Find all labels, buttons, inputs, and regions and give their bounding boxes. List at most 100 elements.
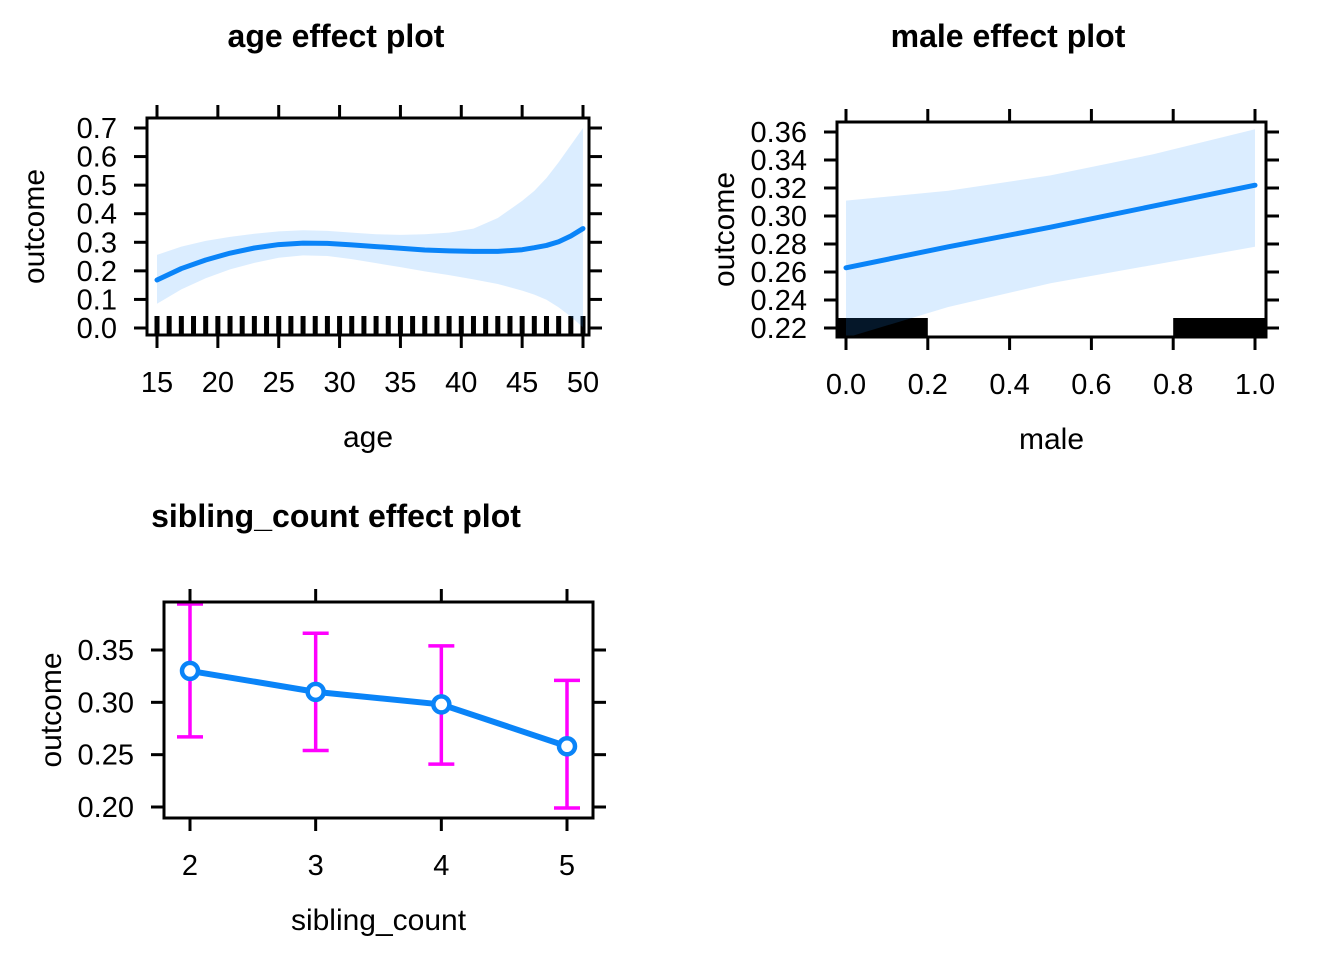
rug-tick xyxy=(580,316,586,335)
rug-tick xyxy=(178,316,184,335)
x-tick-label: 0.2 xyxy=(908,369,948,401)
age-effect-x-axis-label: age xyxy=(343,421,393,454)
male-effect-y-tick-labels: 0.220.240.260.280.300.320.340.36 xyxy=(751,117,807,345)
x-tick-label: 25 xyxy=(263,367,295,399)
sibling_count-effect-ticks xyxy=(151,589,606,831)
y-tick-label: 0.32 xyxy=(751,173,807,205)
rug-tick xyxy=(495,316,501,335)
x-tick-label: 3 xyxy=(308,850,324,882)
rug-tick xyxy=(239,316,245,335)
rug-tick xyxy=(337,316,343,335)
sibling_count-effect-fit-line xyxy=(187,667,570,750)
rug-tick xyxy=(507,316,513,335)
male-effect-ticks xyxy=(824,109,1279,350)
age-effect-y-tick-labels: 0.00.10.20.30.40.50.60.7 xyxy=(77,113,117,345)
rug-tick xyxy=(470,316,476,335)
point-marker xyxy=(556,736,578,757)
y-tick-label: 0.36 xyxy=(751,117,807,149)
rug-tick xyxy=(519,316,525,335)
rug-tick xyxy=(568,316,574,335)
rug-tick xyxy=(458,316,464,335)
rug-tick xyxy=(203,316,209,335)
age-effect-y-axis-label: outcome xyxy=(18,169,51,284)
y-tick-label: 0.25 xyxy=(78,740,134,772)
sibling_count-effect-x-axis-label: sibling_count xyxy=(291,904,467,937)
y-tick-label: 0.0 xyxy=(77,313,117,345)
sibling_count-effect-panel: 2 3 4 5 0.20 0.25 0.30 0.35 sibling_count effect… xyxy=(35,498,606,937)
y-tick-label: 0.26 xyxy=(751,257,807,289)
rug-tick xyxy=(483,316,489,335)
rug-tick xyxy=(410,316,416,335)
rug-tick xyxy=(215,316,221,335)
male-effect-confidence-band xyxy=(846,129,1255,337)
age-effect-fit-line xyxy=(154,226,586,283)
x-tick-label: 2 xyxy=(182,850,198,882)
male-effect-y-axis-label: outcome xyxy=(708,172,741,287)
male-effect-data-area xyxy=(837,129,1266,337)
rug-tick xyxy=(300,316,306,335)
age-effect-panel: 15 20 25 30 35 40 45 50 0.00.10.20.30.40.50.60.7… xyxy=(18,18,602,454)
male-effect-title: male effect plot xyxy=(891,18,1126,54)
sibling_count-effect-y-tick-labels: 0.20 0.25 0.30 0.35 xyxy=(78,635,134,824)
sibling_count-effect-y-axis-label: outcome xyxy=(35,652,68,767)
age-effect-axis-box xyxy=(145,116,591,337)
age-effect-title: age effect plot xyxy=(228,18,445,54)
rug-tick xyxy=(276,316,282,335)
age-effect-ticks xyxy=(134,105,602,348)
rug-tick xyxy=(166,316,172,335)
male-effect-axis-box xyxy=(835,120,1268,339)
y-tick-label: 0.1 xyxy=(77,284,117,316)
x-tick-label: 50 xyxy=(567,367,599,399)
age-effect-rug xyxy=(154,316,586,335)
male-effect-x-tick-labels: 0.0 0.2 0.4 0.6 0.8 1.0 xyxy=(826,369,1275,401)
y-tick-label: 0.22 xyxy=(751,313,807,345)
x-tick-label: 35 xyxy=(384,367,416,399)
y-tick-label: 0.5 xyxy=(77,170,117,202)
sibling_count-effect-error-bars xyxy=(177,602,580,810)
point-marker xyxy=(179,660,201,682)
rug-tick xyxy=(154,316,160,335)
rug-block xyxy=(837,318,928,337)
x-tick-label: 45 xyxy=(506,367,538,399)
male-effect-x-axis-label: male xyxy=(1019,423,1084,456)
sibling_count-effect-axis-box xyxy=(162,600,595,820)
rug-tick xyxy=(361,316,367,335)
rug-tick xyxy=(543,316,549,335)
y-tick-label: 0.24 xyxy=(751,285,807,317)
x-tick-label: 0.4 xyxy=(989,369,1029,401)
rug-tick xyxy=(385,316,391,335)
rug-tick xyxy=(264,316,270,335)
point-marker xyxy=(431,694,452,715)
rug-tick xyxy=(397,316,403,335)
sibling_count-effect-data-area xyxy=(177,602,580,810)
rug-block xyxy=(1173,318,1266,337)
rug-tick xyxy=(373,316,379,335)
x-tick-label: 40 xyxy=(445,367,477,399)
x-tick-label: 0.6 xyxy=(1071,369,1111,401)
rug-tick xyxy=(191,316,197,335)
x-tick-label: 5 xyxy=(559,850,575,882)
male-effect-rug xyxy=(837,318,1266,337)
y-tick-label: 0.2 xyxy=(77,256,117,288)
rug-tick xyxy=(251,316,257,335)
sibling_count-effect-x-tick-labels: 2 3 4 5 xyxy=(182,850,575,882)
x-tick-label: 0.8 xyxy=(1153,369,1193,401)
y-tick-label: 0.35 xyxy=(78,635,134,667)
y-tick-label: 0.6 xyxy=(77,142,117,174)
rug-tick xyxy=(349,316,355,335)
x-tick-label: 30 xyxy=(323,367,355,399)
x-tick-label: 20 xyxy=(202,367,234,399)
rug-tick xyxy=(434,316,440,335)
age-effect-confidence-band xyxy=(157,128,583,328)
y-tick-label: 0.34 xyxy=(751,145,807,177)
y-tick-label: 0.30 xyxy=(78,687,134,719)
sibling_count-effect-markers xyxy=(179,660,578,757)
rug-tick xyxy=(227,316,233,335)
y-tick-label: 0.3 xyxy=(77,227,117,259)
x-tick-label: 1.0 xyxy=(1235,369,1275,401)
y-tick-label: 0.28 xyxy=(751,229,807,261)
rug-tick xyxy=(422,316,428,335)
rug-tick xyxy=(531,316,537,335)
